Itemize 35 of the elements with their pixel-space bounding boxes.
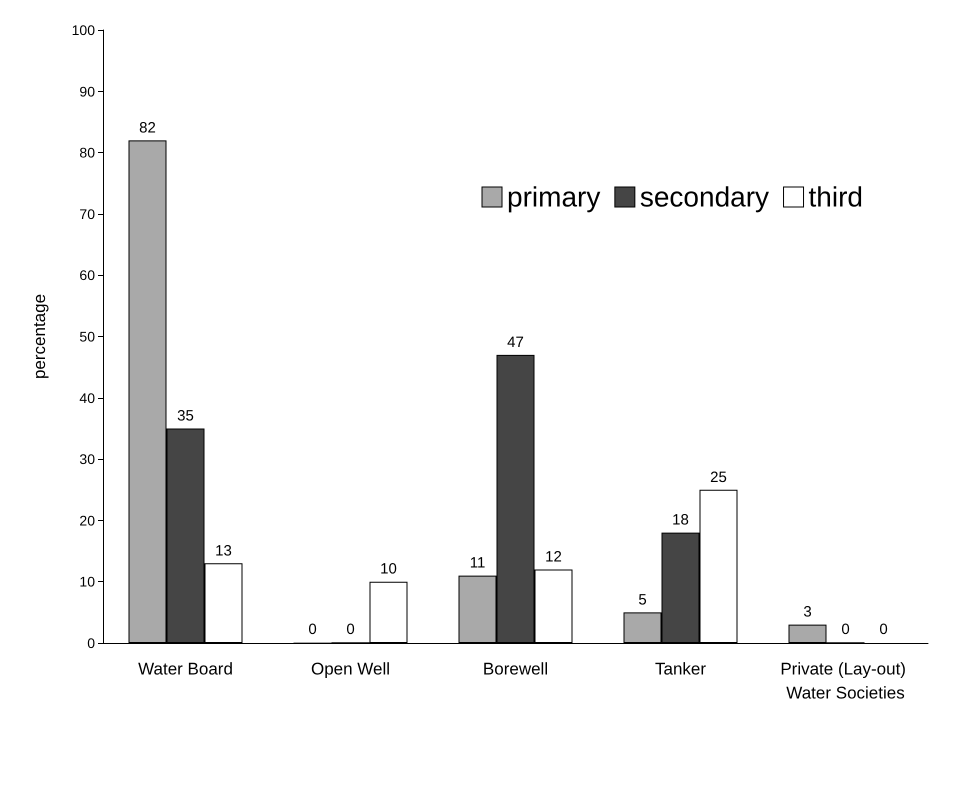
data-label: 0 bbox=[308, 621, 317, 638]
y-tick-label: 90 bbox=[79, 83, 96, 100]
x-tick-label: Private (Lay-out) Water Societies bbox=[780, 660, 911, 702]
y-axis-title: percentage bbox=[30, 294, 49, 380]
legend-label: secondary bbox=[640, 182, 770, 212]
data-label: 11 bbox=[470, 554, 486, 572]
y-tick-label: 70 bbox=[79, 206, 96, 222]
data-label: 0 bbox=[841, 621, 850, 638]
y-tick-label: 60 bbox=[79, 267, 96, 284]
data-label: 12 bbox=[545, 548, 562, 566]
x-tick-label: Tanker bbox=[654, 660, 706, 678]
y-tick-label: 0 bbox=[87, 635, 96, 651]
data-label: 82 bbox=[139, 119, 156, 136]
x-tick-label: Open Well bbox=[310, 660, 390, 678]
data-label: 0 bbox=[879, 621, 888, 638]
y-tick-label: 100 bbox=[72, 22, 96, 38]
y-tick-label: 10 bbox=[79, 574, 96, 590]
y-tick-label: 40 bbox=[79, 390, 96, 406]
data-label: 13 bbox=[215, 542, 232, 560]
data-label: 5 bbox=[638, 591, 647, 608]
x-tick-label: Water Board bbox=[138, 660, 233, 678]
legend-label: primary bbox=[507, 182, 600, 212]
data-label: 47 bbox=[507, 334, 524, 351]
y-tick-label: 20 bbox=[79, 512, 96, 528]
data-label: 25 bbox=[710, 468, 727, 486]
y-tick-label: 80 bbox=[79, 144, 96, 161]
data-label: 3 bbox=[803, 604, 812, 621]
y-tick-label: 30 bbox=[79, 451, 96, 468]
data-label: 18 bbox=[672, 512, 689, 529]
data-label: 0 bbox=[346, 621, 355, 638]
data-label: 35 bbox=[177, 407, 194, 424]
data-label: 10 bbox=[380, 560, 397, 578]
y-tick-label: 50 bbox=[79, 328, 96, 344]
x-tick-label: Borewell bbox=[482, 660, 548, 678]
legend-label: third bbox=[808, 182, 863, 212]
